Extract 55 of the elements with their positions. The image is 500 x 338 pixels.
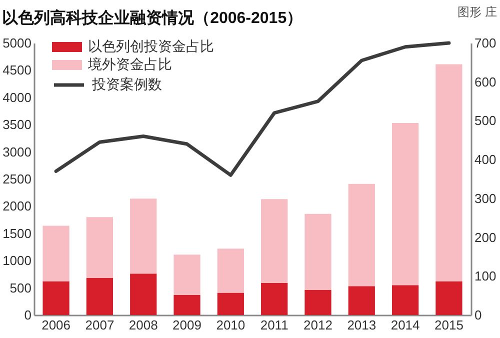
bar [261, 282, 288, 315]
x-tick-label: 2012 [304, 318, 332, 332]
legend-label: 投资案例数 [91, 76, 162, 92]
bar [86, 217, 114, 278]
y-tick-label: 4000 [2, 90, 32, 105]
x-tick-label: 2013 [347, 318, 376, 332]
bar [86, 278, 114, 315]
bar [42, 226, 70, 282]
bar [217, 248, 244, 293]
y-tick-label: 2500 [2, 172, 32, 186]
y2-tick-label: 0 [474, 308, 482, 322]
y2-tick-label: 600 [474, 74, 496, 90]
bar [436, 64, 462, 282]
y-tick-label: 0 [24, 308, 32, 322]
y2-tick-label: 500 [474, 113, 496, 128]
y2-tick-label: 100 [474, 268, 496, 284]
y-tick-label: 3000 [2, 144, 32, 160]
bar [174, 254, 200, 295]
bar [261, 199, 288, 283]
x-tick-label: 2009 [172, 318, 202, 332]
x-tick-label: 2010 [216, 318, 246, 332]
y-tick-label: 4500 [2, 62, 32, 78]
y2-tick-label: 300 [474, 190, 496, 206]
bar [130, 198, 157, 274]
bar [348, 286, 375, 315]
chart-title: 以色列高科技企业融资情况（2006-2015） [2, 8, 303, 27]
bar [436, 281, 462, 315]
bar [304, 290, 332, 315]
y-tick-label: 1000 [2, 253, 32, 268]
bar [392, 285, 419, 315]
y-tick-label: 3500 [2, 117, 32, 132]
y2-tick-label: 200 [474, 230, 496, 245]
bar [217, 292, 244, 315]
legend-label: 境外资金占比 [87, 56, 172, 72]
y2-tick-label: 700 [474, 36, 496, 50]
x-tick-label: 2014 [390, 318, 420, 332]
y-tick-label: 500 [10, 280, 32, 296]
bar [174, 294, 200, 315]
bar [348, 184, 375, 286]
bar [42, 281, 70, 315]
line-series [54, 41, 451, 177]
x-tick-label: 2011 [260, 318, 288, 332]
y-tick-label: 2000 [2, 198, 32, 214]
y-tick-label: 5000 [2, 36, 32, 50]
bar [392, 122, 419, 286]
x-tick-label: 2007 [85, 318, 114, 332]
x-tick-label: 2008 [128, 318, 158, 332]
x-tick-label: 2015 [434, 318, 464, 332]
y2-tick-label: 400 [474, 152, 496, 168]
bar [304, 214, 332, 290]
bar [130, 274, 157, 315]
legend-label: 以色列创投资金占比 [88, 38, 214, 54]
x-tick-label: 2006 [42, 318, 71, 332]
text: 图形 庄 [458, 5, 497, 19]
y-tick-label: 1500 [2, 226, 32, 241]
